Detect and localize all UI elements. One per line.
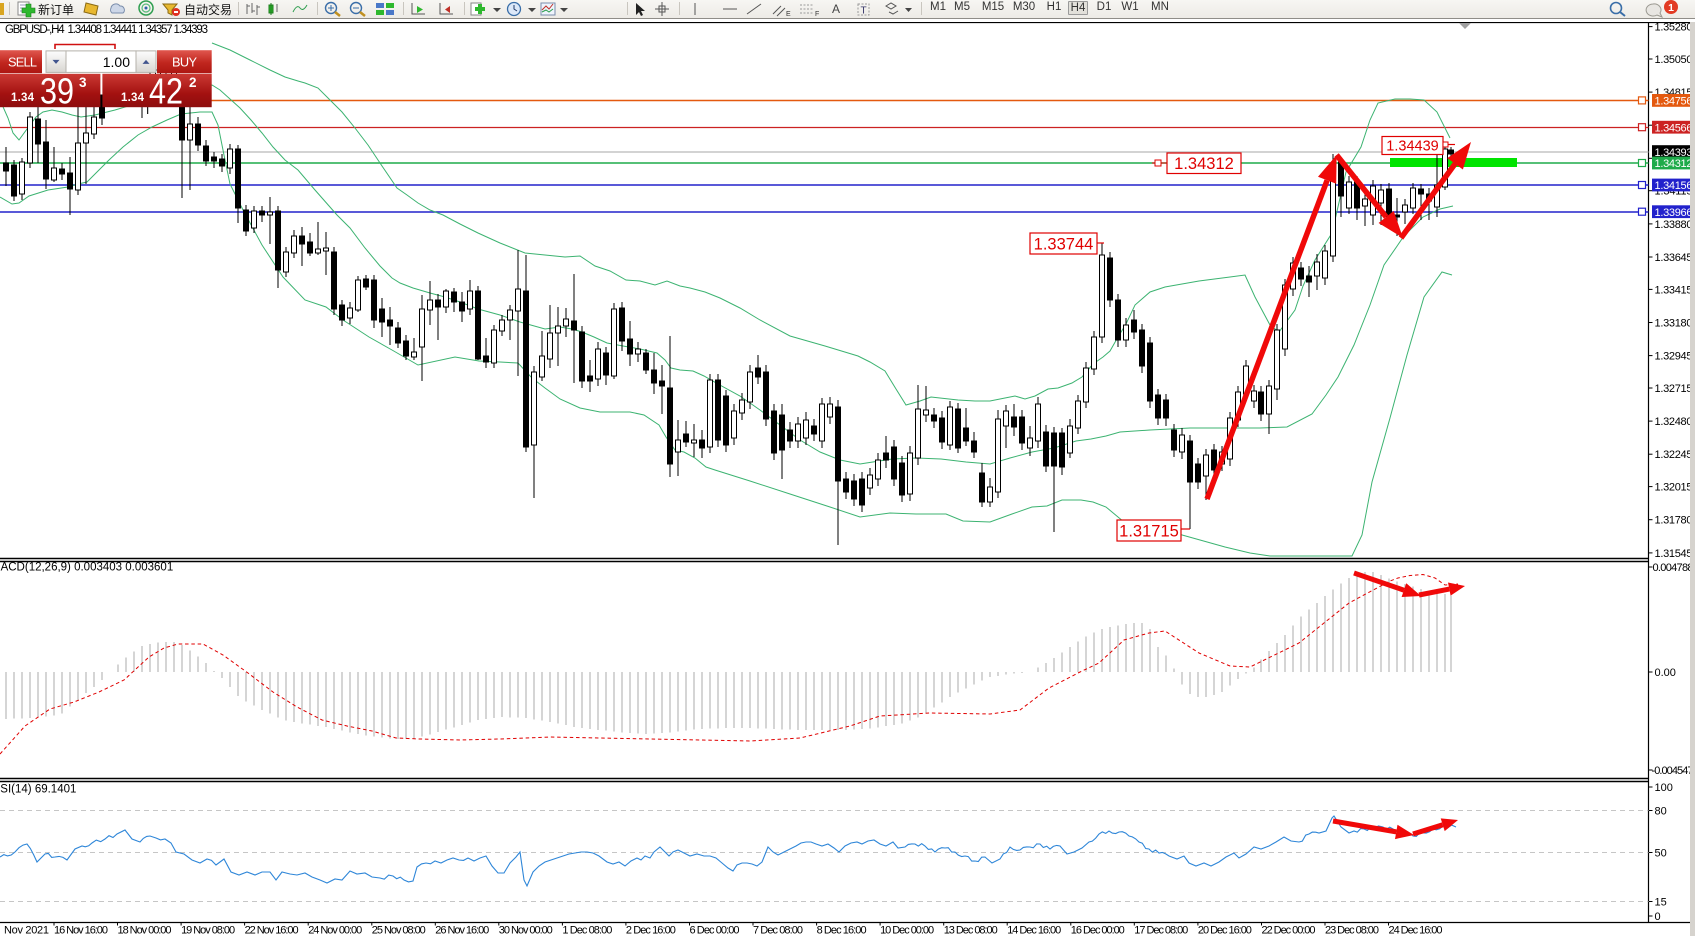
svg-text:17 Dec 08:00: 17 Dec 08:00 bbox=[1134, 925, 1188, 937]
svg-text:RSI(14) 69.1401: RSI(14) 69.1401 bbox=[0, 784, 76, 796]
svg-text:23 Dec 08:00: 23 Dec 08:00 bbox=[1325, 925, 1379, 937]
svg-text:15: 15 bbox=[1655, 897, 1667, 909]
svg-text:100: 100 bbox=[1655, 782, 1673, 794]
svg-text:25 Nov 08:00: 25 Nov 08:00 bbox=[372, 925, 426, 937]
svg-text:1.31780: 1.31780 bbox=[1655, 515, 1693, 527]
svg-text:1.31545: 1.31545 bbox=[1655, 548, 1693, 560]
svg-text:1.33966: 1.33966 bbox=[1655, 207, 1693, 219]
svg-text:16 Dec 00:00: 16 Dec 00:00 bbox=[1071, 925, 1125, 937]
svg-text:1.34566: 1.34566 bbox=[1655, 122, 1693, 134]
svg-text:42: 42 bbox=[149, 70, 183, 109]
svg-text:19 Nov 08:00: 19 Nov 08:00 bbox=[181, 925, 235, 937]
svg-text:13 Dec 08:00: 13 Dec 08:00 bbox=[944, 925, 998, 937]
svg-text:F: F bbox=[815, 11, 819, 18]
svg-text:1.33645: 1.33645 bbox=[1655, 252, 1693, 264]
svg-text:GBPUSD-,H4 1.34408 1.34441 1.: GBPUSD-,H4 1.34408 1.34441 1.34357 1.343… bbox=[5, 24, 208, 36]
svg-text:BUY: BUY bbox=[172, 54, 197, 69]
svg-text:2 Dec 16:00: 2 Dec 16:00 bbox=[626, 925, 676, 937]
svg-text:50: 50 bbox=[1655, 848, 1667, 860]
svg-text:1.35280: 1.35280 bbox=[1655, 22, 1693, 34]
svg-text:1.32480: 1.32480 bbox=[1655, 416, 1693, 428]
svg-text:1.32715: 1.32715 bbox=[1655, 383, 1693, 395]
svg-text:1: 1 bbox=[1668, 2, 1674, 14]
svg-text:1.34393: 1.34393 bbox=[1655, 147, 1693, 159]
svg-text:1.00: 1.00 bbox=[103, 54, 130, 70]
svg-text:3: 3 bbox=[79, 75, 87, 90]
svg-text:1.32945: 1.32945 bbox=[1655, 351, 1693, 363]
svg-text:1.33180: 1.33180 bbox=[1655, 318, 1693, 330]
svg-text:MACD(12,26,9) 0.003403 0.00360: MACD(12,26,9) 0.003403 0.003601 bbox=[0, 562, 173, 574]
svg-text:30 Nov 00:00: 30 Nov 00:00 bbox=[499, 925, 553, 937]
svg-text:14 Dec 16:00: 14 Dec 16:00 bbox=[1007, 925, 1061, 937]
svg-text:1.31715: 1.31715 bbox=[1119, 522, 1179, 540]
svg-text:22 Nov 16:00: 22 Nov 16:00 bbox=[245, 925, 299, 937]
svg-text:1.34756: 1.34756 bbox=[1655, 96, 1693, 108]
svg-text:10 Dec 00:00: 10 Dec 00:00 bbox=[880, 925, 934, 937]
svg-text:1.33415: 1.33415 bbox=[1655, 284, 1693, 296]
svg-text:1.34156: 1.34156 bbox=[1655, 180, 1693, 192]
svg-text:26 Nov 16:00: 26 Nov 16:00 bbox=[435, 925, 489, 937]
svg-text:1.32015: 1.32015 bbox=[1655, 482, 1693, 494]
svg-text:16 Nov 16:00: 16 Nov 16:00 bbox=[54, 925, 108, 937]
svg-text:E: E bbox=[786, 11, 791, 18]
svg-text:A: A bbox=[832, 2, 840, 16]
svg-text:20 Dec 16:00: 20 Dec 16:00 bbox=[1198, 925, 1252, 937]
svg-text:22 Dec 00:00: 22 Dec 00:00 bbox=[1262, 925, 1316, 937]
svg-text:8 Dec 16:00: 8 Dec 16:00 bbox=[817, 925, 867, 937]
svg-text:7 Dec 08:00: 7 Dec 08:00 bbox=[753, 925, 803, 937]
svg-text:18 Nov 00:00: 18 Nov 00:00 bbox=[118, 925, 172, 937]
svg-text:1.34439: 1.34439 bbox=[1386, 139, 1438, 155]
svg-text:Nov 2021: Nov 2021 bbox=[4, 925, 49, 937]
svg-text:1.35050: 1.35050 bbox=[1655, 54, 1693, 66]
svg-text:SELL: SELL bbox=[8, 54, 37, 69]
svg-text:1.34: 1.34 bbox=[121, 92, 145, 104]
svg-text:-0.004547: -0.004547 bbox=[1652, 765, 1694, 777]
svg-text:6 Dec 00:00: 6 Dec 00:00 bbox=[690, 925, 740, 937]
svg-text:1.33880: 1.33880 bbox=[1655, 219, 1693, 231]
svg-text:1.34312: 1.34312 bbox=[1655, 158, 1693, 170]
svg-text:T: T bbox=[144, 103, 152, 117]
svg-text:1.34312: 1.34312 bbox=[1174, 155, 1234, 173]
svg-text:39: 39 bbox=[40, 70, 74, 109]
svg-text:80: 80 bbox=[1655, 806, 1667, 818]
svg-text:0.00: 0.00 bbox=[1655, 667, 1676, 679]
svg-text:0.004788: 0.004788 bbox=[1653, 562, 1694, 574]
svg-text:24 Dec 16:00: 24 Dec 16:00 bbox=[1389, 925, 1443, 937]
svg-text:0: 0 bbox=[1655, 911, 1661, 923]
svg-text:1.34: 1.34 bbox=[11, 92, 35, 104]
svg-text:24 Nov 00:00: 24 Nov 00:00 bbox=[308, 925, 362, 937]
svg-text:2: 2 bbox=[189, 75, 197, 90]
svg-text:1.32245: 1.32245 bbox=[1655, 449, 1693, 461]
svg-text:1 Dec 08:00: 1 Dec 08:00 bbox=[562, 925, 612, 937]
svg-text:1.33744: 1.33744 bbox=[1034, 235, 1094, 253]
svg-text:T: T bbox=[861, 6, 867, 17]
